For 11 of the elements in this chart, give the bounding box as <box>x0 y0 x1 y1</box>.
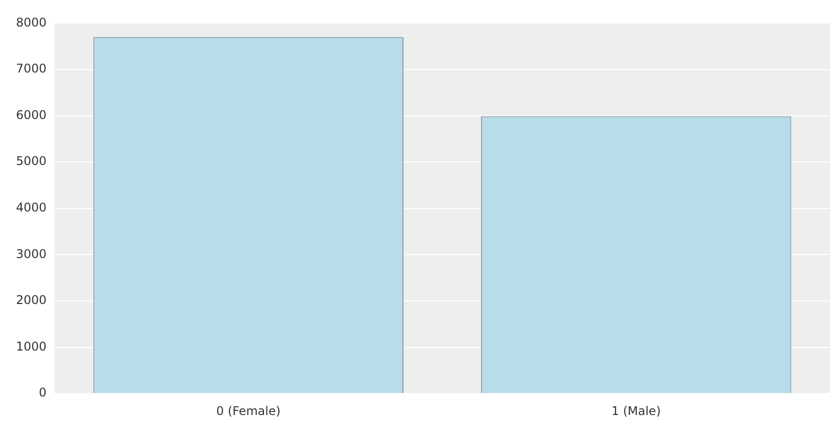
y-tick-label: 5000 <box>16 154 47 168</box>
y-tick-label: 0 <box>38 386 47 400</box>
x-tick-label: 1 (Male) <box>612 404 661 418</box>
x-tick-label: 0 (Female) <box>216 404 281 418</box>
y-tick-label: 3000 <box>16 246 47 261</box>
y-tick-label: 4000 <box>16 200 47 215</box>
y-tick-label: 6000 <box>16 108 47 122</box>
y-tick-label: 1000 <box>16 339 47 354</box>
y-tick-label: 2000 <box>16 293 47 308</box>
y-tick-label: 7000 <box>16 62 47 76</box>
y-tick-label: 8000 <box>16 15 47 30</box>
